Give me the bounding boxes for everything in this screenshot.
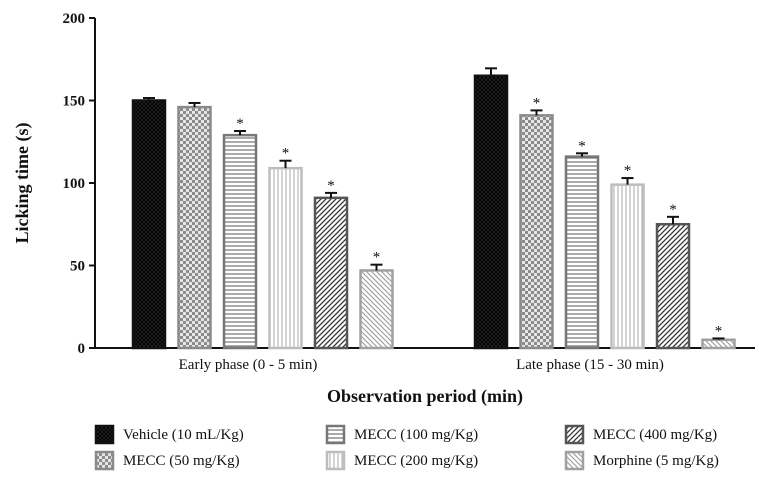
category-label-group: Early phase (0 - 5 min) Late phase (15 - … (179, 357, 664, 373)
legend-label: MECC (50 mg/Kg) (123, 453, 240, 469)
bar (655, 223, 691, 350)
significance-marker: * (373, 250, 381, 266)
significance-marker: * (715, 323, 723, 339)
legend: Vehicle (10 mL/Kg) MECC (50 mg/Kg) MECC (1… (94, 424, 719, 471)
legend-swatch (564, 450, 585, 471)
y-axis-title: Licking time (s) (12, 123, 33, 244)
category-label: Early phase (0 - 5 min) (179, 357, 318, 373)
legend-swatch (325, 424, 346, 445)
legend-label: Vehicle (10 mL/Kg) (123, 427, 244, 443)
significance-marker: * (282, 146, 290, 162)
bar (177, 105, 212, 350)
bar (564, 155, 600, 350)
significance-marker: * (327, 178, 335, 194)
bar (473, 74, 509, 350)
legend-label: MECC (100 mg/Kg) (354, 427, 478, 443)
y-tick-label: 200 (63, 11, 86, 27)
y-tick-label: 150 (63, 94, 86, 110)
bar-group: * * * * * * * * * (131, 67, 736, 350)
bar (701, 338, 736, 350)
bar (519, 114, 554, 350)
y-tick-group: 0 50 100 150 200 (63, 11, 95, 357)
x-axis-title: Observation period (min) (327, 386, 523, 407)
legend-label: MECC (200 mg/Kg) (354, 453, 478, 469)
significance-marker: * (533, 95, 541, 111)
bar (313, 196, 349, 350)
y-tick-label: 50 (70, 259, 85, 275)
legend-label: MECC (400 mg/Kg) (593, 427, 717, 443)
bar (610, 183, 645, 350)
y-tick-label: 0 (78, 341, 86, 357)
legend-swatch (325, 450, 346, 471)
legend-swatch (94, 424, 115, 445)
bar (131, 99, 167, 350)
significance-marker: * (578, 138, 586, 154)
plot-area: 0 50 100 150 200 * * * * * * * * * Early phase (0 - … (63, 11, 755, 373)
legend-swatch (94, 450, 115, 471)
category-label: Late phase (15 - 30 min) (516, 357, 664, 373)
significance-marker: * (669, 202, 677, 218)
significance-marker: * (624, 163, 632, 179)
y-tick-label: 100 (63, 176, 86, 192)
bar (222, 133, 258, 350)
bar (268, 166, 303, 350)
legend-swatch (564, 424, 585, 445)
bar (359, 269, 394, 350)
legend-label: Morphine (5 mg/Kg) (593, 453, 719, 469)
significance-marker: * (236, 116, 244, 132)
